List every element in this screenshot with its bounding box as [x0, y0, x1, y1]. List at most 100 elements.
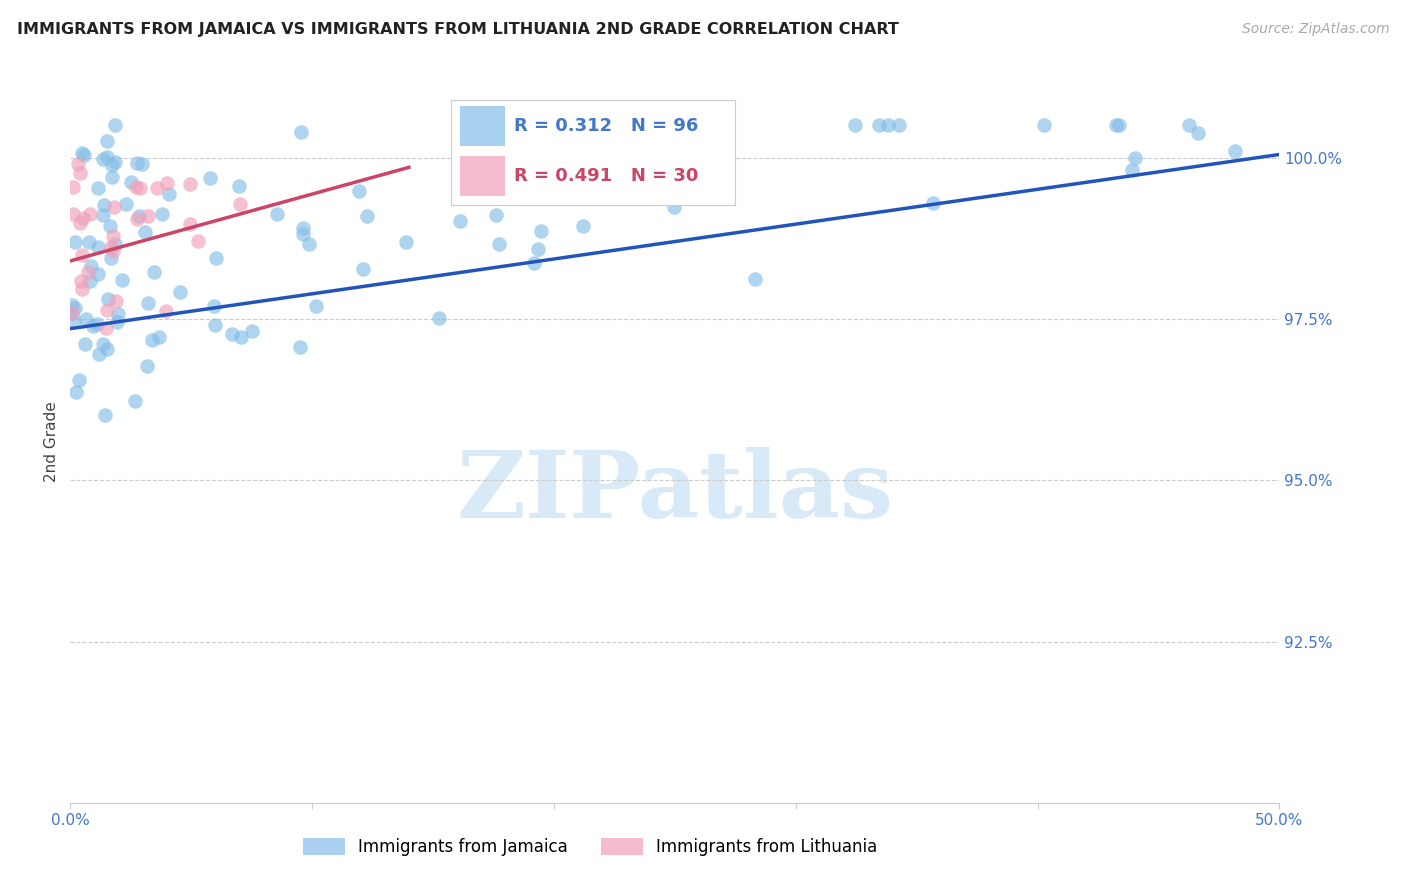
Point [485, 208, 508, 222]
Point [67, 373, 90, 387]
Point [104, 236, 127, 251]
Point [523, 256, 546, 270]
Point [131, 157, 153, 171]
Point [1123, 151, 1146, 165]
Point [65, 384, 87, 399]
Point [80, 259, 103, 273]
Point [94, 408, 117, 422]
Point [844, 119, 866, 133]
Point [887, 119, 910, 133]
Point [75, 312, 97, 326]
Point [266, 206, 288, 220]
Point [104, 119, 127, 133]
Point [527, 242, 550, 256]
Point [228, 179, 250, 194]
Point [87, 267, 110, 281]
Point [129, 181, 152, 195]
Point [96, 303, 118, 318]
Point [60, 306, 83, 320]
Point [204, 318, 226, 333]
Point [101, 244, 124, 258]
Point [103, 200, 125, 214]
Point [63, 314, 86, 328]
Point [922, 196, 945, 211]
Point [146, 180, 169, 194]
Point [79, 207, 101, 221]
Point [156, 176, 179, 190]
Point [96, 342, 118, 356]
Point [120, 175, 142, 189]
Point [100, 252, 122, 266]
Point [1032, 119, 1054, 133]
Point [69, 216, 91, 230]
Point [530, 224, 553, 238]
Y-axis label: 2nd Grade: 2nd Grade [44, 401, 59, 482]
Point [141, 333, 163, 347]
Point [60, 306, 83, 320]
Point [91, 337, 114, 351]
Point [292, 227, 315, 241]
Point [155, 303, 177, 318]
Point [148, 329, 170, 343]
Point [124, 394, 146, 409]
Point [77, 265, 100, 279]
Point [127, 156, 149, 170]
Point [62, 180, 84, 194]
Point [114, 197, 136, 211]
Point [187, 234, 209, 248]
Point [356, 210, 378, 224]
Point [298, 237, 321, 252]
Point [73, 147, 96, 161]
Point [91, 209, 114, 223]
Point [96, 321, 118, 335]
Point [70, 248, 93, 262]
Point [204, 251, 226, 265]
Text: Source: ZipAtlas.com: Source: ZipAtlas.com [1241, 22, 1389, 37]
Point [221, 326, 243, 341]
Point [93, 152, 115, 166]
Point [179, 177, 201, 191]
Point [63, 301, 86, 315]
Point [67, 157, 90, 171]
Point [69, 166, 91, 180]
Point [98, 219, 121, 234]
Point [60, 298, 83, 312]
Point [157, 187, 180, 202]
Point [97, 292, 120, 306]
Point [105, 294, 128, 309]
Point [305, 299, 328, 313]
Point [136, 359, 159, 373]
Point [395, 235, 418, 249]
Point [572, 219, 595, 234]
Point [290, 340, 312, 354]
Point [101, 228, 124, 243]
Point [1225, 144, 1247, 158]
Point [427, 310, 450, 325]
Point [73, 337, 96, 351]
Point [128, 209, 150, 223]
Point [82, 319, 104, 334]
Point [352, 262, 374, 277]
Text: IMMIGRANTS FROM JAMAICA VS IMMIGRANTS FROM LITHUANIA 2ND GRADE CORRELATION CHART: IMMIGRANTS FROM JAMAICA VS IMMIGRANTS FR… [17, 22, 898, 37]
Point [744, 272, 766, 286]
Point [96, 134, 118, 148]
Point [1105, 119, 1128, 133]
Point [200, 171, 222, 186]
Point [62, 207, 84, 221]
Point [1178, 119, 1201, 133]
Point [290, 125, 312, 139]
Point [449, 214, 471, 228]
Point [111, 273, 134, 287]
Point [136, 209, 159, 223]
Point [63, 235, 86, 249]
Point [101, 170, 124, 185]
Point [292, 221, 315, 235]
Point [229, 196, 252, 211]
Point [72, 146, 94, 161]
Point [104, 155, 127, 169]
Point [89, 347, 111, 361]
Point [1187, 126, 1209, 140]
Point [150, 207, 173, 221]
Point [87, 181, 110, 195]
Point [1121, 163, 1143, 178]
